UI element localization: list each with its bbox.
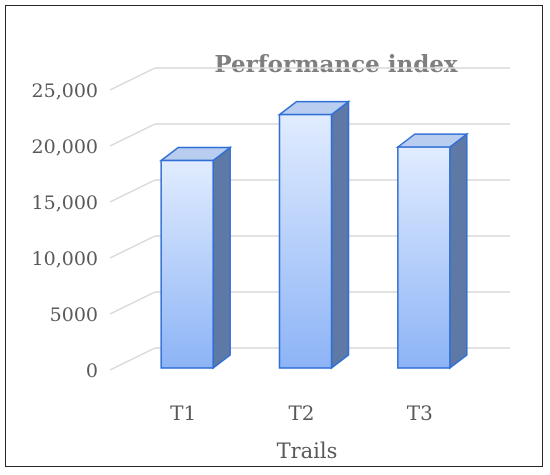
bar-front	[160, 159, 214, 369]
gridline-diagonal	[109, 179, 156, 203]
y-tick-label: 5000	[50, 304, 98, 326]
bar-front	[278, 113, 333, 369]
bar-t1	[158, 146, 233, 370]
gridline-diagonal	[109, 67, 156, 91]
bar-t2	[277, 100, 351, 370]
x-axis-label: Trails	[277, 439, 338, 463]
bar-front	[397, 146, 451, 369]
y-tick-label: 25,000	[32, 80, 98, 102]
gridline-diagonal	[109, 235, 156, 259]
bar-side	[212, 146, 231, 370]
bars	[158, 100, 470, 370]
y-tick-label: 15,000	[32, 192, 98, 214]
x-axis-ticks: T1 T2 T3	[170, 401, 433, 425]
gridline-diagonal	[109, 123, 156, 147]
y-tick-label: 10,000	[32, 248, 98, 270]
bar-t3	[395, 132, 470, 370]
gridline-diagonal	[109, 291, 156, 315]
y-axis-ticks: 0 5000 10,000 15,000 20,000 25,000	[32, 80, 98, 382]
chart-title: Performance index	[214, 51, 458, 78]
y-tick-label: 20,000	[32, 136, 98, 158]
y-tick-label: 0	[86, 360, 98, 382]
x-tick-label: T1	[170, 401, 196, 425]
gridline-diagonal	[109, 347, 156, 371]
x-tick-label: T3	[407, 401, 433, 425]
bar-side	[449, 132, 468, 370]
x-tick-label: T2	[288, 401, 314, 425]
bar-side	[330, 100, 350, 370]
